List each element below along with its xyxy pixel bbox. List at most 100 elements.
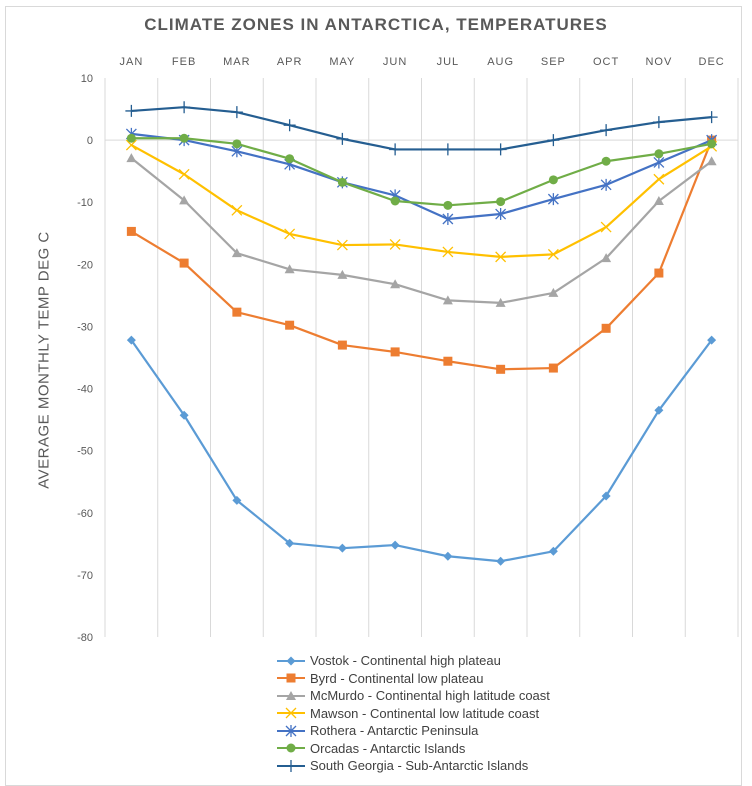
series-mawson (125, 139, 718, 263)
legend-swatch-icon (277, 743, 305, 753)
data-point (496, 364, 506, 374)
x-tick-label: JUL (437, 56, 460, 68)
legend-item: South Georgia - Sub-Antarctic Islands (276, 757, 550, 775)
data-point (443, 200, 453, 210)
data-point (441, 143, 454, 156)
data-point (231, 248, 242, 258)
legend-marker (285, 724, 297, 737)
data-point (285, 154, 295, 164)
data-point (548, 287, 559, 297)
x-tick-label: NOV (645, 56, 672, 68)
y-tick-label: -30 (77, 321, 93, 333)
data-point (178, 101, 191, 114)
legend-swatch-icon (277, 724, 305, 737)
data-point (705, 111, 718, 124)
legend-swatch-icon (277, 759, 305, 772)
data-point (232, 307, 242, 317)
legend-label: Rothera - Antarctic Peninsula (310, 723, 479, 739)
data-point (653, 195, 664, 205)
data-point (600, 178, 612, 191)
legend-swatch-icon (277, 707, 305, 719)
legend-label: Orcadas - Antarctic Islands (310, 740, 466, 756)
data-point (600, 221, 612, 233)
y-tick-label: -40 (77, 384, 93, 396)
data-point (284, 228, 296, 240)
series-south-georgia (125, 101, 718, 156)
data-point (495, 251, 507, 263)
data-point (285, 538, 295, 548)
data-point (601, 253, 612, 263)
y-tick-label: -10 (77, 197, 93, 209)
series-mcmurdo (126, 153, 717, 307)
data-point (390, 279, 401, 289)
data-point (601, 156, 611, 166)
data-point (232, 495, 242, 505)
data-point (126, 226, 136, 236)
data-point (654, 405, 664, 415)
data-point (601, 491, 611, 501)
x-tick-label: OCT (593, 56, 619, 68)
data-point (230, 106, 243, 119)
x-tick-label: APR (277, 56, 303, 68)
legend-item: Rothera - Antarctic Peninsula (276, 722, 550, 740)
data-point (496, 197, 506, 207)
data-point (707, 139, 717, 149)
data-point (547, 248, 559, 260)
data-point (285, 320, 295, 330)
data-point (390, 196, 400, 206)
data-point (125, 104, 138, 117)
data-point (232, 139, 242, 149)
data-point (652, 116, 665, 129)
legend-item: Vostok - Continental high plateau (276, 652, 550, 670)
legend-swatch-icon (277, 673, 305, 683)
data-point (390, 347, 400, 357)
data-point (548, 546, 558, 556)
series-line (130, 144, 713, 258)
data-point (126, 133, 136, 143)
data-point (601, 323, 611, 333)
data-point (547, 193, 559, 206)
x-tick-label: SEP (541, 56, 566, 68)
series-line (130, 139, 713, 371)
data-point (337, 269, 348, 279)
data-point (336, 132, 349, 145)
y-tick-label: -50 (77, 446, 93, 458)
data-point (389, 143, 402, 156)
data-point (548, 363, 558, 373)
legend-marker (286, 690, 296, 700)
legend-marker (286, 743, 296, 753)
legend-marker (285, 759, 297, 772)
data-point (654, 149, 664, 159)
data-point (707, 335, 717, 345)
y-tick-label: 0 (87, 135, 93, 147)
y-tick-label: -70 (77, 570, 93, 582)
x-tick-label: MAY (329, 56, 355, 68)
data-point (653, 173, 665, 185)
data-point (653, 156, 665, 169)
legend-swatch-icon (277, 690, 305, 700)
x-tick-label: DEC (699, 56, 725, 68)
data-point (600, 124, 613, 137)
series-line (131, 132, 713, 221)
data-point (337, 340, 347, 350)
legend-marker (285, 707, 297, 719)
legend: Vostok - Continental high plateau Byrd - … (276, 652, 550, 775)
data-point (548, 175, 558, 185)
legend-item: Mawson - Continental low latitude coast (276, 705, 550, 723)
x-tick-label: JAN (119, 56, 143, 68)
data-point (389, 238, 401, 250)
data-point (179, 195, 190, 205)
data-point (125, 139, 137, 151)
legend-item: Orcadas - Antarctic Islands (276, 740, 550, 758)
series-vostok (126, 335, 717, 566)
data-point (495, 208, 507, 221)
chart-title: CLIMATE ZONES IN ANTARCTICA, TEMPERATURE… (144, 15, 608, 34)
legend-label: Vostok - Continental high plateau (310, 653, 501, 669)
data-point (179, 133, 189, 143)
data-point (496, 556, 506, 566)
data-point (179, 410, 189, 420)
series-line (130, 339, 713, 563)
y-tick-label: -20 (77, 259, 93, 271)
data-point (337, 177, 347, 187)
